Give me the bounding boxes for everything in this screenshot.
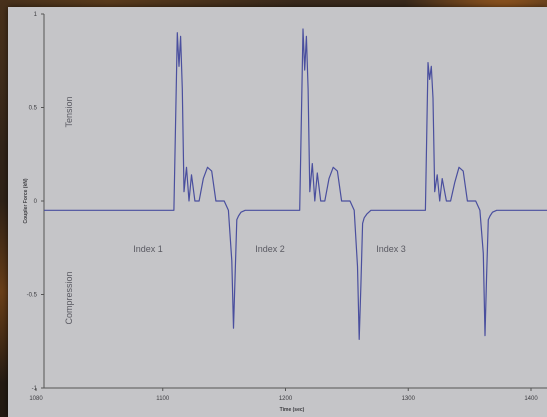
- x-tick-label: 1400: [524, 396, 538, 402]
- x-tick-label: 1200: [279, 396, 293, 402]
- y-tick-label: 0: [34, 199, 38, 205]
- index-3-label: Index 3: [376, 244, 406, 254]
- y-tick-label: 1: [34, 12, 38, 18]
- y-tick-label: 0.5: [29, 106, 38, 112]
- x-tick-label: 1300: [402, 396, 416, 402]
- x-tick-label: 1100: [156, 396, 170, 402]
- index-2-label: Index 2: [255, 244, 285, 254]
- compression-label: Compression: [64, 271, 74, 324]
- x-tick-label: 1080: [29, 396, 43, 402]
- y-tick-label: -0.5: [27, 293, 38, 299]
- index-1-label: Index 1: [133, 244, 163, 254]
- tension-label: Tension: [64, 96, 74, 127]
- y-tick-label: -1: [32, 386, 38, 392]
- y-axis-title: Coupler Force (kN): [23, 178, 29, 223]
- x-axis-title: Time (sec): [280, 407, 305, 413]
- chart-panel: [8, 7, 547, 417]
- coupler-force-series-line: [44, 28, 547, 340]
